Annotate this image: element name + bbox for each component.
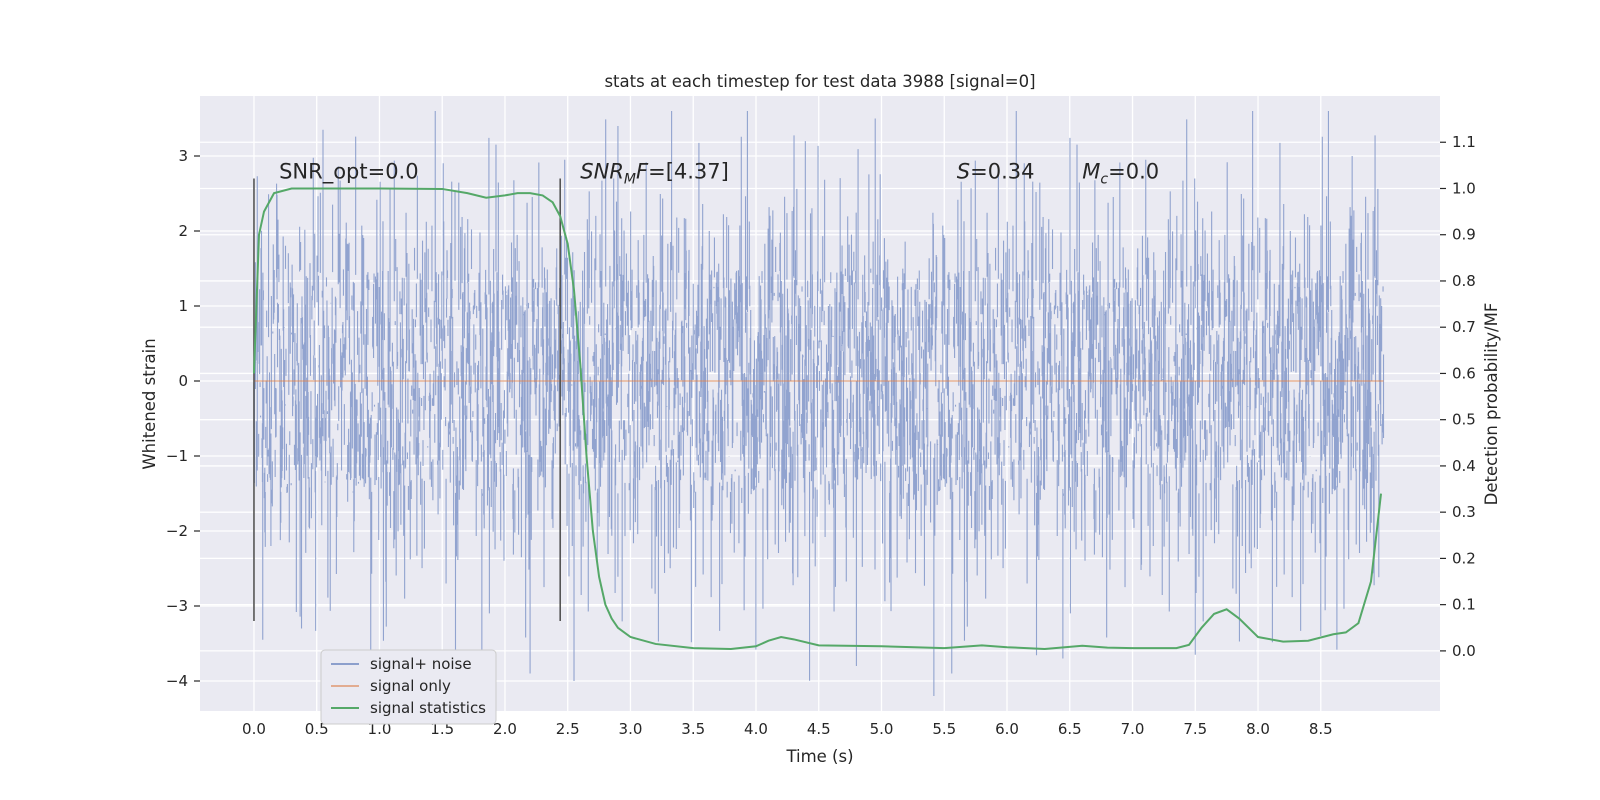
x-tick-label: 6.0 [995,720,1019,738]
annotation-mc: Mc=0.0 [1082,160,1159,188]
legend-label-signal: signal only [370,677,451,695]
x-tick-label: 6.5 [1058,720,1082,738]
y2-tick-label: 1.0 [1452,179,1476,197]
y2-tick-label: 0.5 [1452,411,1476,429]
y-tick-label: −4 [166,672,188,690]
y-tick-label: 2 [178,222,188,240]
y2-tick-labels: 1.1 1.0 0.9 0.8 0.7 0.6 0.5 0.4 0.3 0.2 0.1 0.0 [1440,133,1476,660]
x-tick-label: 8.0 [1246,720,1270,738]
y2-tick-label: 0.1 [1452,596,1476,614]
y2-tick-label: 1.1 [1452,133,1476,151]
x-tick-label: 2.5 [556,720,580,738]
y-tick-label: 0 [178,372,188,390]
legend-box [320,649,497,725]
y2-tick-label: 0.6 [1452,364,1476,382]
signal-statistics-series [252,187,1383,651]
x-tick-label: 3.0 [619,720,643,738]
x-tick-label: 5.0 [870,720,894,738]
x-tick-label: 7.0 [1121,720,1145,738]
y2-tick-label: 0.4 [1452,457,1476,475]
y2-tick-label: 0.3 [1452,503,1476,521]
x-tick-label: 5.5 [932,720,956,738]
y-tick-label: 3 [178,147,188,165]
y2-tick-label: 0.8 [1452,272,1476,290]
x-tick-label: 7.5 [1183,720,1207,738]
x-tick-labels: 0.0 0.5 1.0 1.5 2.0 2.5 3.0 3.5 4.0 4.5 5.0 5.5 6.0 6… [242,720,1333,738]
y-tick-label: 1 [178,297,188,315]
x-tick-label: 2.0 [493,720,517,738]
x-tick-label: 0.5 [305,720,329,738]
chart-title: stats at each timestep for test data 398… [604,72,1035,91]
x-tick-label: 4.5 [807,720,831,738]
y-tick-label: −1 [166,447,188,465]
y-axis-label: Whitened strain [140,338,159,469]
y2-tick-label: 0.7 [1452,318,1476,336]
y2-tick-label: 0.0 [1452,642,1476,660]
legend: signal+ noise signal only signal statist… [320,649,497,725]
y2-tick-label: 0.2 [1452,549,1476,567]
vertical-markers [253,178,562,621]
x-tick-label: 3.5 [681,720,705,738]
y-tick-labels: 3 2 1 0 −1 −2 −3 −4 [166,147,200,690]
legend-label-stats: signal statistics [370,699,486,717]
annotation-snr-opt: SNR_opt=0.0 [279,160,419,185]
signal-statistics-line [252,187,1383,651]
y2-tick-label: 0.9 [1452,226,1476,244]
x-tick-label: 4.0 [744,720,768,738]
y-tick-label: −2 [166,522,188,540]
x-axis-label: Time (s) [785,747,853,766]
x-tick-label: 8.5 [1309,720,1333,738]
annotation-s: S=0.34 [957,160,1035,184]
x-tick-label: 0.0 [242,720,266,738]
legend-label-noise: signal+ noise [370,655,472,673]
y2-axis-label: Detection probability/MF [1482,303,1501,506]
annotation-snr-mf: SNRMF=[4.37] [580,160,729,188]
y-tick-label: −3 [166,597,188,615]
